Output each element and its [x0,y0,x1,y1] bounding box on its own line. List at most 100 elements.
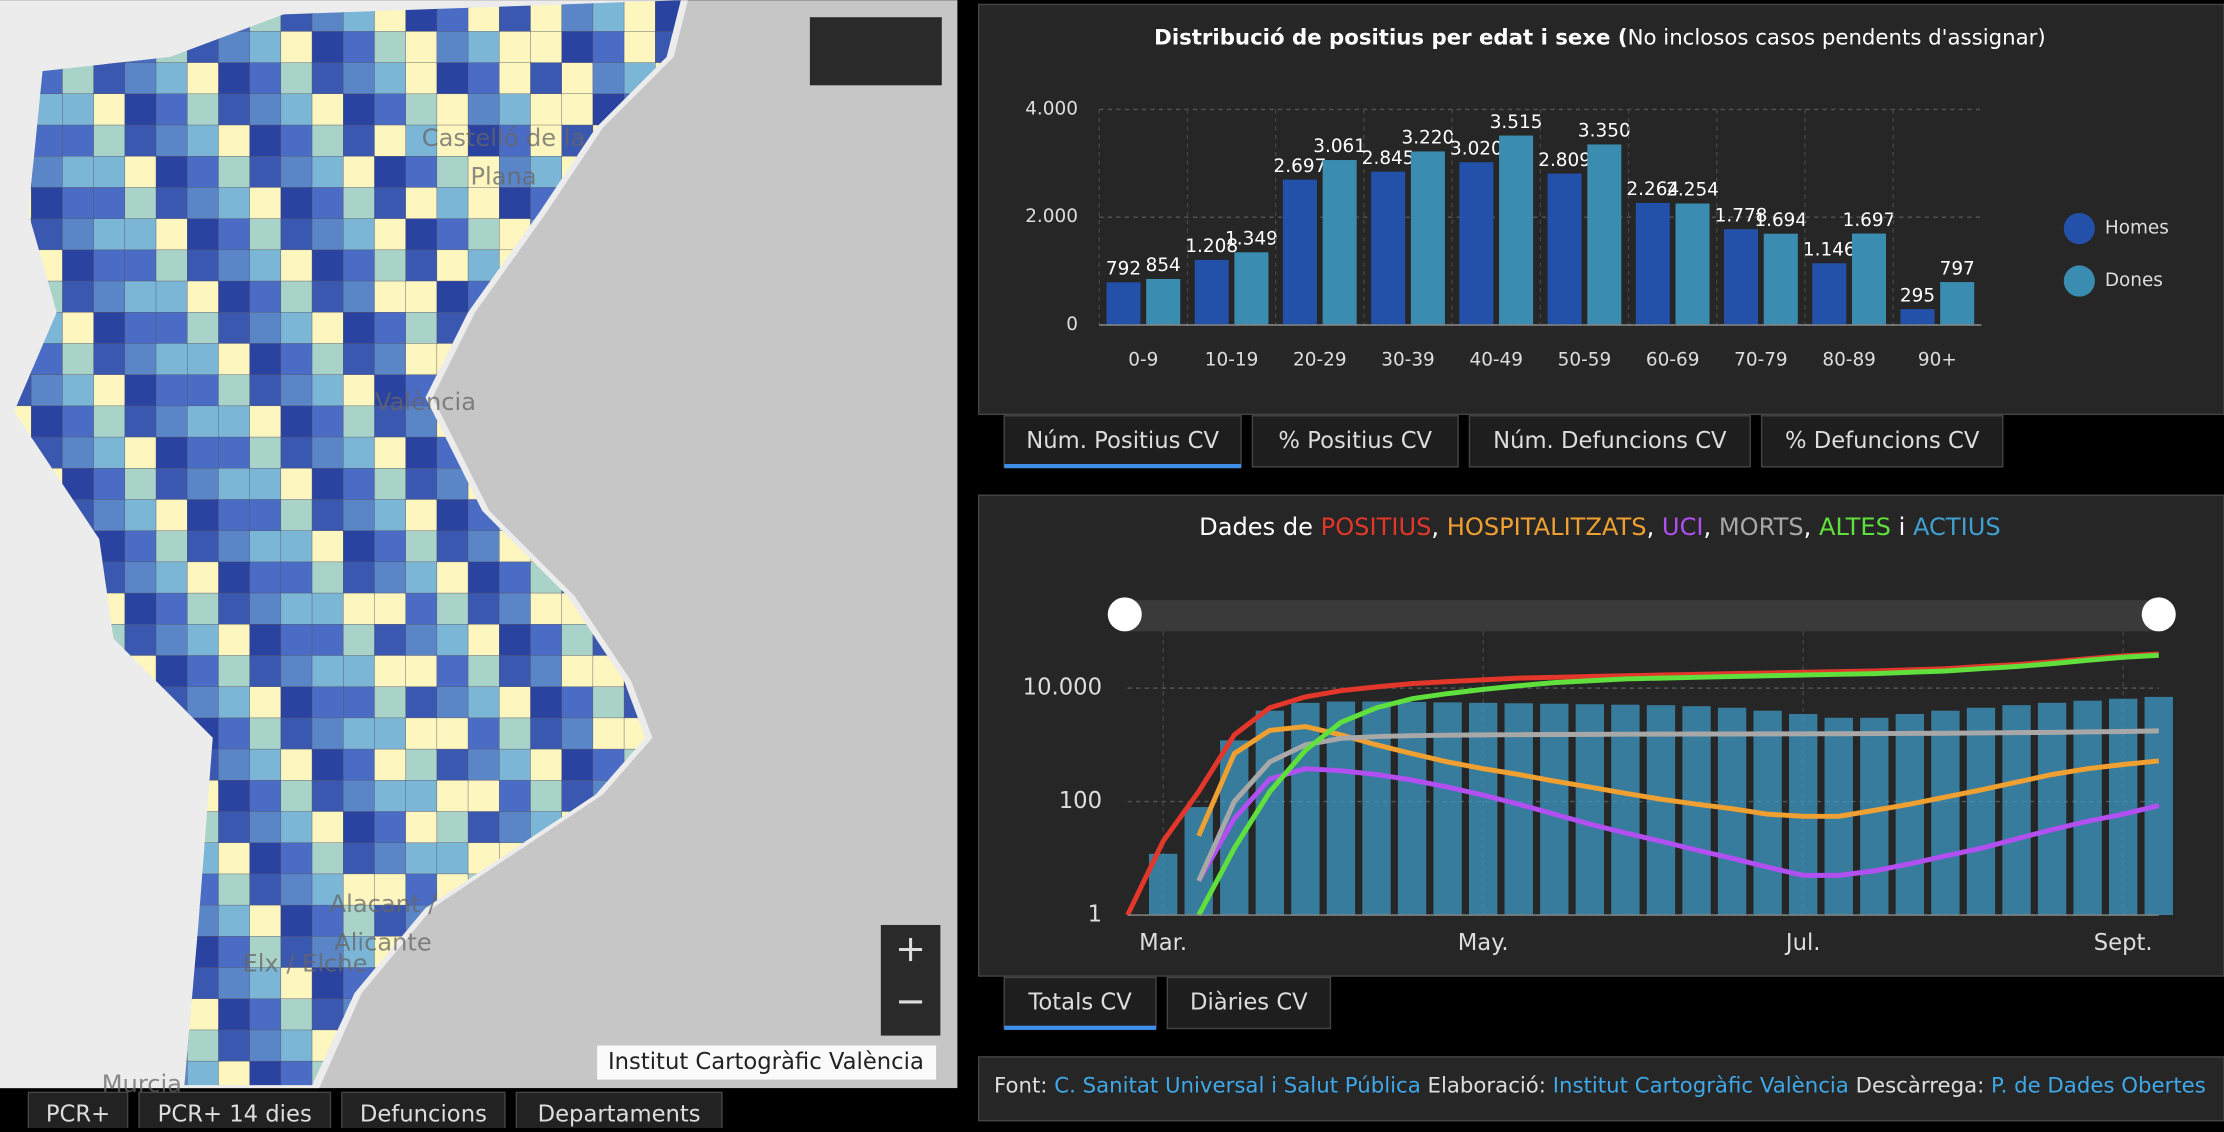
x-tick-label: May. [1458,930,1509,956]
bar-value-label: 2.809 [1538,150,1591,171]
municipality [467,655,501,689]
zoom-control[interactable] [880,924,941,1036]
map-tab[interactable] [138,1091,332,1132]
footer-link[interactable]: C. Sanitat Universal i Salut Pública [1054,1074,1421,1099]
municipality [93,468,127,502]
bar-value-label: 2.845 [1362,148,1415,169]
bar-value-label: 2.254 [1666,180,1719,201]
municipality [124,592,158,626]
map-tab-label[interactable]: PCR+ 14 dies [158,1102,312,1128]
municipality [187,624,221,658]
municipality [249,156,283,190]
municipality [467,530,501,564]
map-tab-label[interactable]: PCR+ [46,1102,110,1128]
municipality [93,343,127,377]
x-tick-label: 30-39 [1381,349,1435,370]
municipality [124,436,158,470]
chart-tab-label[interactable]: Diàries CV [1190,989,1308,1015]
chart-tab[interactable] [1468,415,1751,468]
municipality [405,780,439,814]
municipality [311,374,345,408]
municipality [218,748,252,782]
municipality [249,655,283,689]
municipality [187,218,221,252]
municipality [155,62,189,96]
municipality [436,624,470,658]
x-tick-label: 20-29 [1293,349,1347,370]
bar-value-label: 295 [1900,285,1935,306]
chart-tab-label[interactable]: Núm. Positius CV [1026,428,1219,454]
municipality [311,686,345,720]
series-line [1196,766,2160,883]
municipality [155,374,189,408]
municipality [374,499,408,533]
chart-tab[interactable] [1760,415,2004,468]
municipality [155,280,189,314]
municipality [187,124,221,158]
slider-handle[interactable] [2141,597,2176,632]
municipality [155,624,189,658]
time-slider[interactable] [1127,600,2159,632]
municipality [155,249,189,283]
zoom-in[interactable]: + [895,927,926,970]
bar [1547,173,1582,326]
municipality [280,280,314,314]
chart-tab[interactable] [1003,415,1242,468]
legend-label: Homes [2105,218,2169,239]
bar [1587,144,1622,326]
footer-link[interactable]: P. de Dades Obertes [1991,1074,2206,1099]
tab-underline [1004,464,1242,469]
municipality [187,1060,221,1086]
chart-tab-label[interactable]: % Positius CV [1278,428,1432,454]
municipality [592,717,626,751]
municipality [530,624,564,658]
map-tab-label[interactable]: Defuncions [360,1102,487,1128]
municipality [561,686,595,720]
bar [1371,171,1406,326]
municipality [280,967,314,1001]
municipality [405,686,439,720]
municipality [30,124,65,158]
municipality [405,280,439,314]
chart-tab-label[interactable]: % Defuncions CV [1785,428,1980,454]
footer-link[interactable]: Institut Cartogràfic València [1553,1074,1849,1099]
municipality [124,93,158,127]
chart-tab[interactable] [1251,415,1459,468]
chart-tab[interactable] [1166,976,1332,1030]
municipality [62,405,96,439]
zoom-out[interactable]: − [895,979,926,1022]
municipality [280,904,314,938]
slider-handle[interactable] [1107,597,1142,632]
municipality [405,468,439,502]
municipality [124,249,158,283]
municipality [93,374,127,408]
municipality [343,468,377,502]
municipality [62,156,96,190]
municipality [436,280,470,314]
active-bar [1646,705,1676,916]
municipality [374,187,408,221]
municipality [280,218,314,252]
municipality [280,436,314,470]
x-tick-label: Mar. [1139,930,1187,956]
title-series: ALTES [1819,513,1891,541]
municipality [187,343,221,377]
map-tab[interactable] [515,1091,723,1132]
title-series: POSITIUS [1321,513,1432,541]
municipality [218,873,252,907]
municipality [218,592,252,626]
municipality [62,280,96,314]
bar-value-label: 1.778 [1715,205,1768,226]
municipality [280,405,314,439]
map-tab[interactable] [27,1091,129,1132]
municipality [499,655,533,689]
municipality [93,93,127,127]
municipality [249,312,283,346]
map-tab[interactable] [341,1091,506,1132]
map-tools[interactable] [809,17,942,86]
y-tick-label: 100 [1059,788,1102,814]
chart-tab-label[interactable]: Núm. Defuncions CV [1493,428,1727,454]
chart-tab-label[interactable]: Totals CV [1027,989,1132,1015]
municipality [249,124,283,158]
map-tab-label[interactable]: Departaments [538,1102,701,1128]
